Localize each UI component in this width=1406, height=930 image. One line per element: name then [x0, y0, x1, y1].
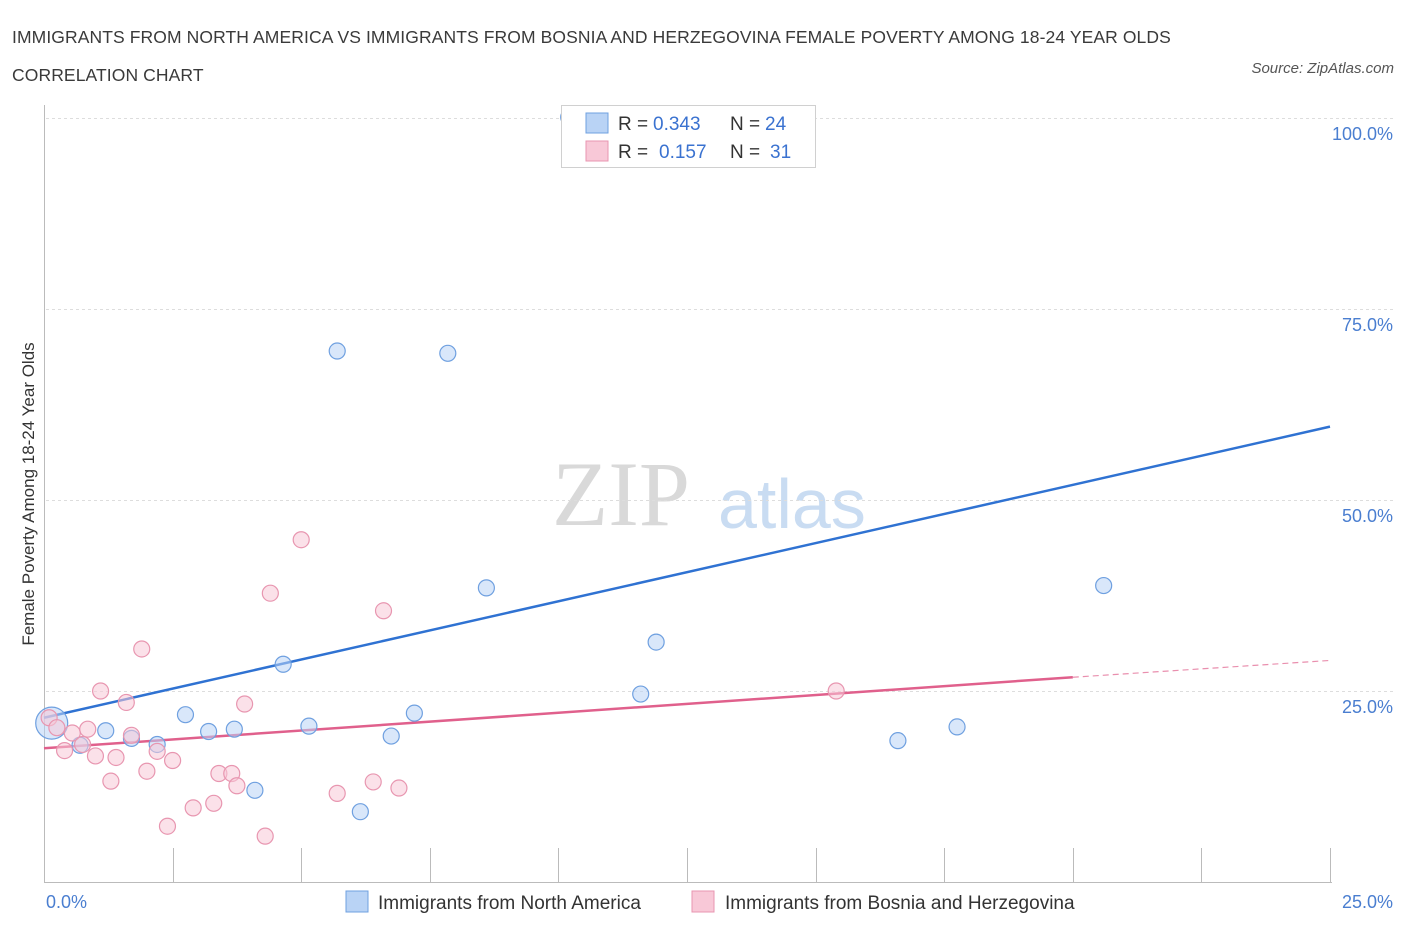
point-series-0-23: [1095, 576, 1113, 595]
watermark-atlas: atlas: [718, 465, 866, 543]
point-series-1-16: [164, 751, 182, 770]
point-series-1-27: [364, 773, 382, 791]
point-series-1-30: [827, 682, 845, 700]
point-series-1-9: [107, 748, 125, 767]
point-series-1-14: [148, 742, 166, 760]
point-series-1-29: [390, 779, 408, 797]
x-tick-label-max: 25.0%: [1342, 892, 1393, 912]
legend-r-value-1: 0.343: [653, 114, 701, 135]
legend-r-label-1: R =: [618, 114, 648, 135]
legend-label-bosnia: Immigrants from Bosnia and Herzegovina: [725, 893, 1075, 914]
point-series-1-22: [236, 695, 254, 713]
legend-n-value-2: 31: [770, 142, 791, 163]
y-tick-label-25: 25.0%: [1342, 697, 1393, 717]
point-series-0-2: [97, 722, 115, 740]
point-series-1-10: [117, 693, 135, 712]
point-series-1-6: [86, 747, 105, 765]
source-label: Source: ZipAtlas.com: [1251, 60, 1394, 77]
gridlines: [46, 118, 1395, 692]
point-series-1-17: [184, 799, 202, 817]
point-series-1-15: [158, 817, 177, 835]
point-series-1-18: [205, 794, 223, 812]
trend-line-series-0: [43, 425, 1331, 719]
series-legend: Immigrants from North America Immigrants…: [345, 890, 1075, 914]
legend-n-label-2: N =: [730, 142, 760, 163]
point-series-1-21: [228, 777, 246, 795]
legend-key-bosnia: [691, 890, 715, 913]
point-series-0-9: [274, 655, 292, 673]
point-series-0-12: [351, 803, 369, 821]
point-series-0-8: [246, 781, 264, 799]
point-series-0-5: [176, 706, 195, 724]
point-series-1-8: [102, 772, 120, 790]
point-series-0-15: [439, 344, 457, 362]
point-series-0-21: [889, 732, 907, 750]
legend-swatch-bosnia: [585, 140, 609, 162]
point-series-1-11: [122, 726, 141, 744]
point-series-1-26: [328, 784, 346, 802]
point-series-1-13: [138, 762, 156, 780]
legend-label-north-america: Immigrants from North America: [378, 893, 641, 914]
point-series-0-16: [477, 579, 495, 597]
point-series-0-10: [300, 717, 318, 735]
point-series-1-25: [292, 531, 310, 549]
watermark-zip: ZIP: [552, 443, 690, 545]
trend-line-series-1: [43, 676, 1073, 750]
y-tick-label-50: 50.0%: [1342, 506, 1393, 526]
legend-n-label-1: N =: [730, 114, 760, 135]
point-series-0-7: [225, 720, 243, 738]
point-series-1-2: [55, 741, 74, 760]
legend-n-value-1: 24: [765, 114, 787, 135]
point-series-1-24: [261, 584, 279, 602]
y-tick-labels: 100.0% 75.0% 50.0% 25.0%: [1332, 124, 1393, 717]
point-series-0-22: [948, 718, 966, 736]
point-series-1-12: [133, 640, 151, 658]
trend-line-dashed-series-1: [1072, 659, 1331, 678]
stats-legend: R = 0.343 N = 24 R = 0.157 N = 31: [561, 105, 816, 168]
x-tick-label-min: 0.0%: [46, 892, 87, 912]
point-series-1-7: [91, 682, 110, 700]
legend-r-value-2: 0.157: [659, 142, 707, 163]
point-series-0-11: [328, 342, 346, 360]
legend-r-label-2: R =: [618, 142, 648, 163]
y-tick-label-100: 100.0%: [1332, 124, 1393, 144]
point-series-0-20: [632, 685, 650, 703]
x-tick-marks: [173, 848, 1331, 882]
point-series-1-1: [48, 719, 66, 737]
legend-swatch-north-america: [585, 112, 609, 134]
chart-title: IMMIGRANTS FROM NORTH AMERICA VS IMMIGRA…: [12, 27, 1171, 85]
point-series-0-14: [405, 704, 423, 722]
y-axis-label: Female Poverty Among 18-24 Year Olds: [19, 342, 38, 645]
point-series-1-28: [374, 602, 393, 620]
point-series-0-18: [647, 633, 665, 651]
point-series-1-5: [79, 720, 97, 738]
point-series-1-23: [256, 827, 274, 845]
point-series-0-13: [382, 727, 400, 745]
y-tick-label-75: 75.0%: [1342, 315, 1393, 335]
point-series-0-6: [200, 722, 218, 741]
point-series-1-4: [73, 735, 92, 754]
data-points: [35, 108, 1113, 845]
legend-key-north-america: [345, 890, 369, 913]
